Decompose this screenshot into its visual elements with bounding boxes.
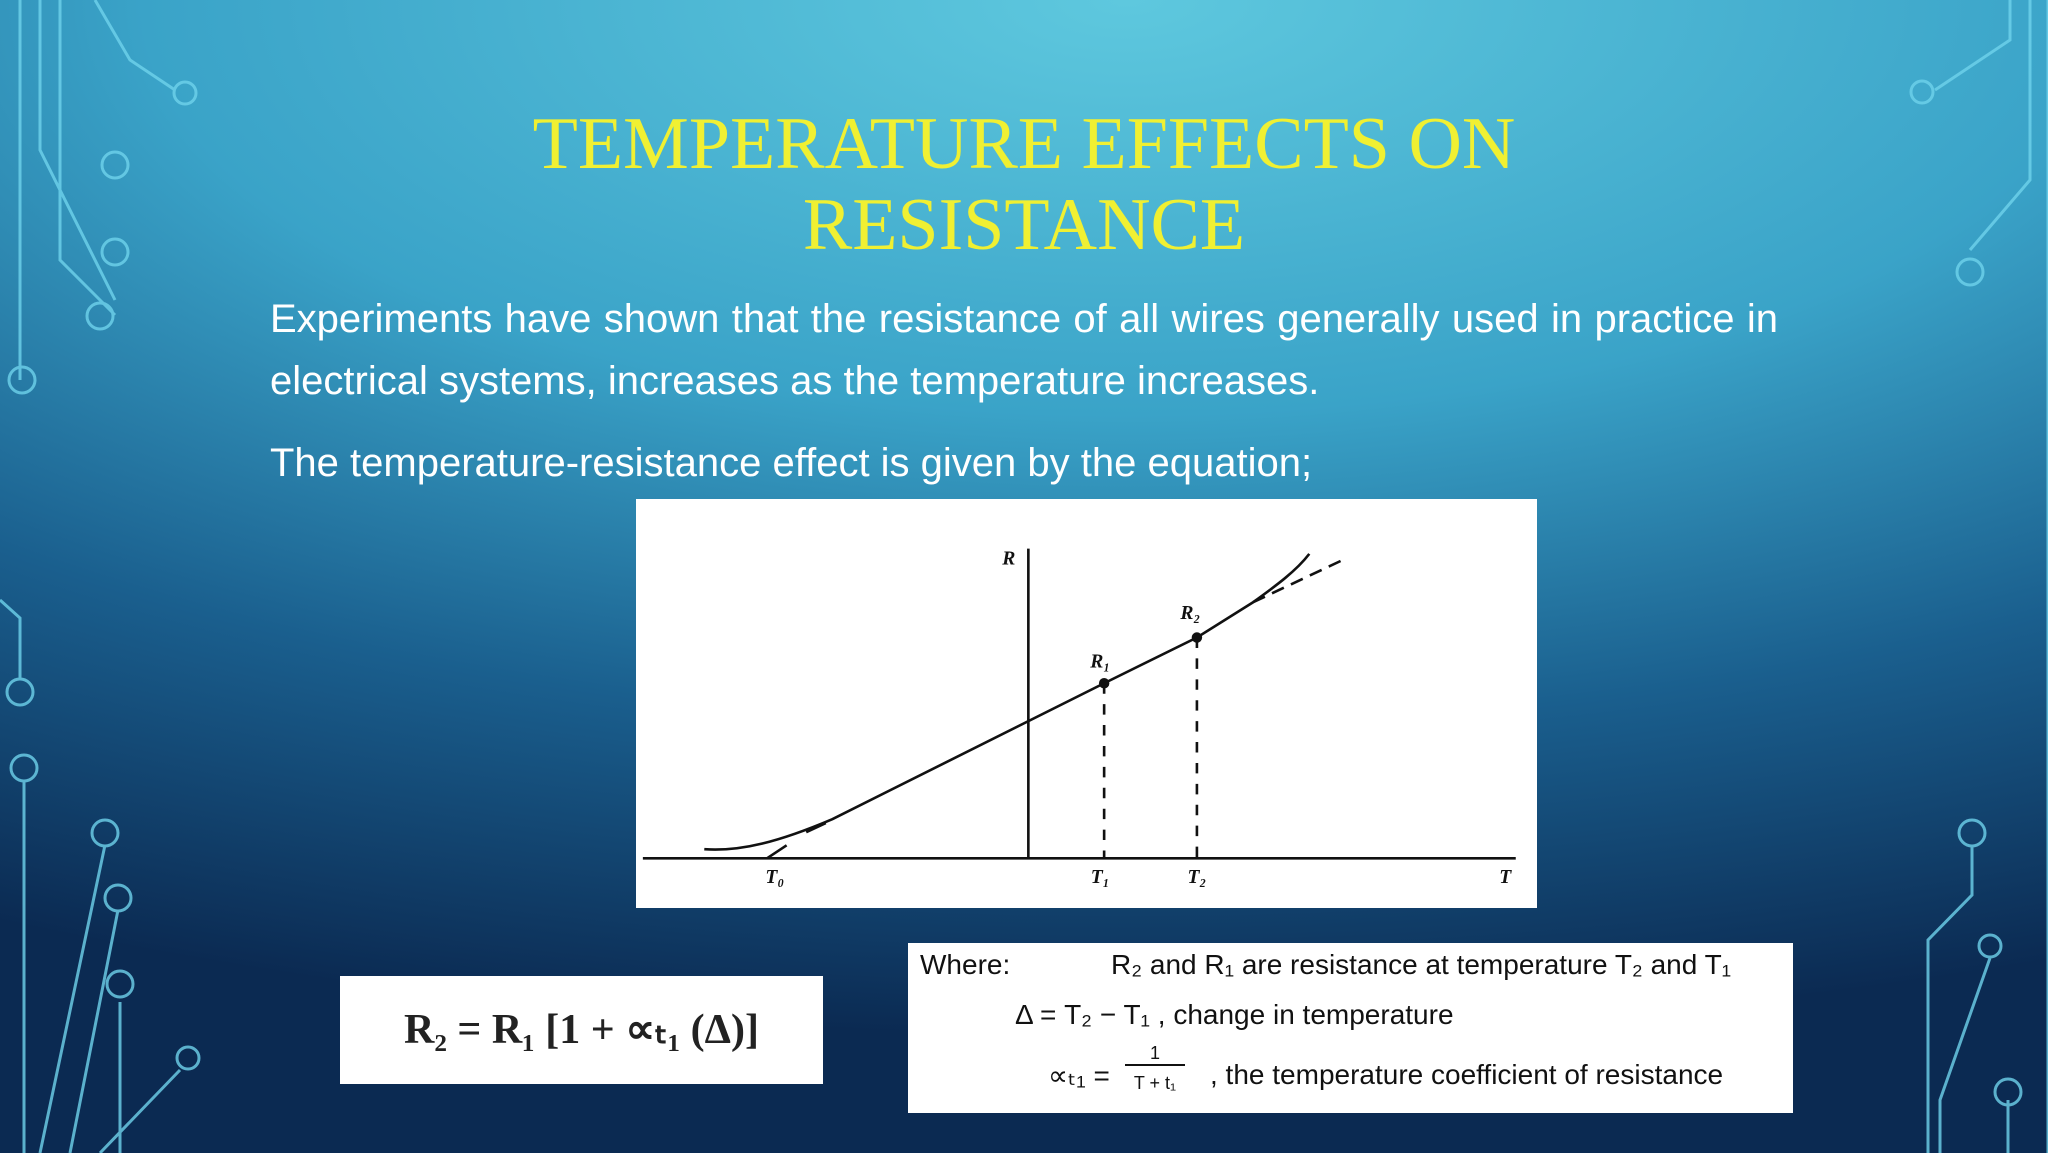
fraction-denominator: T + t₁	[1133, 1073, 1177, 1093]
axis-label: R	[1001, 548, 1015, 569]
axis-point-label: T₀	[765, 867, 784, 888]
axis-label: T	[1499, 867, 1512, 888]
where-line: R₂ and R₁ are resistance at temperature …	[1111, 949, 1732, 980]
where-line: Δ = T₂ − T₁ , change in temperature	[1015, 999, 1454, 1030]
where-box: Where: R₂ and R₁ are resistance at tempe…	[908, 943, 1793, 1113]
axis-point-label: T₂	[1188, 867, 1207, 888]
point-label: R₁	[1089, 652, 1110, 673]
where-line: ∝ₜ₁ =	[1048, 1060, 1110, 1091]
axis-point-label: T₁	[1091, 867, 1110, 888]
equation: R₂ = R₁ [1 + ∝ₜ₁ (Δ)]	[340, 976, 823, 1084]
fraction-numerator: 1	[1125, 1043, 1185, 1066]
paragraph: Experiments have shown that the resistan…	[270, 297, 1778, 403]
where-line: , the temperature coefficient of resista…	[1210, 1059, 1724, 1090]
title-line: TEMPERATURE EFFECTS ON	[532, 103, 1516, 185]
graph-figure: R R₂ R₁ T₀ T₁ T₂ T	[636, 499, 1537, 908]
title-line: RESISTANCE	[802, 184, 1246, 266]
point-label: R₂	[1179, 603, 1200, 624]
where-heading: Where:	[920, 949, 1011, 980]
paragraph: The temperature-resistance effect is giv…	[270, 441, 1313, 485]
